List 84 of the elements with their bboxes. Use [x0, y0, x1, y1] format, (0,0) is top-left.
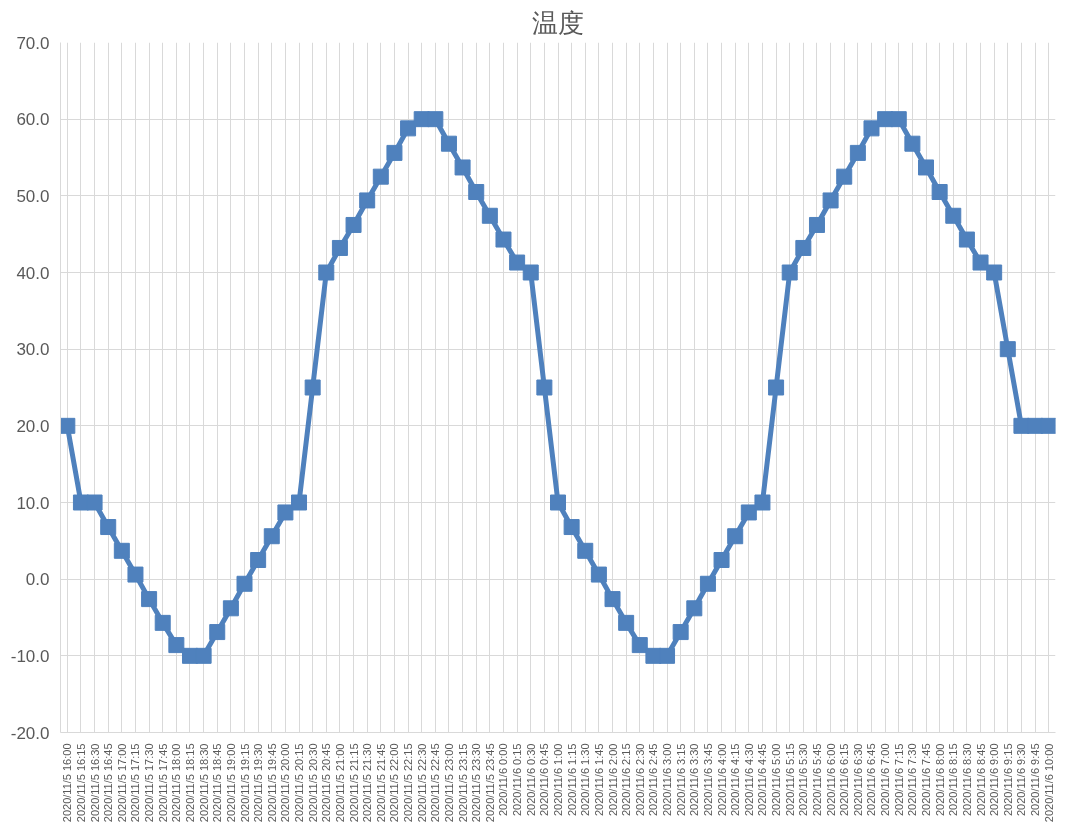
x-tick-label: 2020/11/6 4:15 — [729, 743, 742, 817]
x-tick-label: 2020/11/6 5:00 — [770, 743, 783, 817]
y-tick-label: 70.0 — [16, 33, 50, 53]
x-tick-label: 2020/11/6 1:00 — [552, 743, 564, 817]
x-tick-label: 2020/11/6 1:30 — [579, 743, 592, 817]
x-tick-label: 2020/11/6 9:45 — [1029, 743, 1042, 817]
x-tick-label: 2020/11/5 23:45 — [483, 743, 496, 823]
x-tick-label: 2020/11/6 3:15 — [674, 743, 687, 817]
x-tick-label: 2020/11/6 0:45 — [538, 743, 551, 817]
x-tick-label: 2020/11/6 5:15 — [783, 743, 796, 817]
x-tick-label: 2020/11/6 8:00 — [933, 743, 946, 817]
x-tick-label: 2020/11/5 16:45 — [102, 743, 115, 823]
x-tick-label: 2020/11/6 0:15 — [511, 743, 524, 817]
x-tick-label: 2020/11/6 8:45 — [974, 743, 987, 817]
y-tick-label: 60.0 — [16, 110, 50, 130]
x-tick-label: 2020/11/5 18:00 — [170, 743, 183, 823]
x-tick-label: 2020/11/5 19:15 — [238, 743, 251, 823]
x-tick-label: 2020/11/6 6:45 — [865, 743, 878, 817]
y-tick-label: 10.0 — [16, 493, 50, 513]
x-tick-label: 2020/11/6 10:00 — [1042, 743, 1055, 823]
x-tick-label: 2020/11/6 1:15 — [565, 743, 578, 817]
x-tick-label: 2020/11/6 5:45 — [810, 743, 823, 817]
x-tick-label: 2020/11/6 8:30 — [960, 743, 973, 817]
x-tick-label: 2020/11/5 17:00 — [115, 743, 128, 823]
x-tick-label: 2020/11/6 4:30 — [742, 743, 755, 817]
x-tick-label: 2020/11/6 3:30 — [688, 743, 701, 817]
x-tick-label: 2020/11/5 16:15 — [74, 743, 87, 823]
x-tick-label: 2020/11/5 19:45 — [265, 743, 278, 823]
chart-title: 温度 — [532, 7, 584, 38]
x-tick-label: 2020/11/5 18:15 — [183, 743, 196, 823]
x-tick-label: 2020/11/6 2:15 — [620, 743, 633, 817]
x-tick-label: 2020/11/5 20:00 — [279, 743, 292, 823]
x-tick-label: 2020/11/5 21:30 — [361, 743, 374, 823]
x-tick-label: 2020/11/5 23:00 — [442, 743, 455, 823]
x-tick-label: 2020/11/5 22:15 — [402, 743, 415, 823]
x-tick-label: 2020/11/6 2:30 — [633, 743, 646, 817]
x-tick-label: 2020/11/5 19:30 — [252, 743, 265, 823]
x-tick-label: 2020/11/5 16:00 — [61, 743, 74, 823]
x-tick-label: 2020/11/6 2:00 — [606, 743, 619, 817]
x-tick-label: 2020/11/5 21:15 — [347, 743, 360, 823]
y-tick-label: 20.0 — [16, 416, 50, 436]
y-tick-label: -10.0 — [10, 646, 50, 666]
x-tick-label: 2020/11/6 4:00 — [715, 743, 728, 817]
x-tick-label: 2020/11/5 17:15 — [129, 743, 142, 823]
x-tick-label: 2020/11/5 19:00 — [224, 743, 237, 823]
x-tick-label: 2020/11/6 7:30 — [906, 743, 919, 817]
x-tick-label: 2020/11/5 23:15 — [456, 743, 469, 823]
x-tick-label: 2020/11/5 23:30 — [470, 743, 483, 823]
x-tick-label: 2020/11/5 21:45 — [374, 743, 387, 823]
x-tick-label: 2020/11/6 0:00 — [497, 743, 510, 817]
x-tick-label: 2020/11/6 7:15 — [892, 743, 905, 817]
x-tick-label: 2020/11/5 22:45 — [429, 743, 442, 823]
x-tick-label: 2020/11/6 3:45 — [701, 743, 714, 817]
x-tick-label: 2020/11/6 6:00 — [824, 743, 837, 817]
x-tick-label: 2020/11/6 7:45 — [920, 743, 933, 817]
x-tick-label: 2020/11/6 9:30 — [1015, 743, 1028, 817]
x-tick-label: 2020/11/5 17:30 — [143, 743, 156, 823]
x-tick-label: 2020/11/6 8:15 — [947, 743, 960, 817]
x-tick-label: 2020/11/6 5:30 — [797, 743, 810, 817]
x-tick-label: 2020/11/6 7:00 — [879, 743, 892, 817]
x-tick-label: 2020/11/5 20:30 — [306, 743, 319, 823]
x-tick-label: 2020/11/5 22:30 — [415, 743, 428, 823]
x-tick-label: 2020/11/5 22:00 — [388, 743, 401, 823]
y-tick-label: 0.0 — [25, 570, 50, 590]
x-tick-label: 2020/11/6 2:45 — [647, 743, 660, 817]
x-tick-label: 2020/11/5 17:45 — [156, 743, 169, 823]
y-tick-label: 30.0 — [16, 340, 50, 360]
x-tick-label: 2020/11/6 9:00 — [988, 743, 1001, 817]
x-tick-label: 2020/11/5 20:15 — [293, 743, 306, 823]
x-tick-label: 2020/11/5 18:30 — [197, 743, 210, 823]
x-tick-label: 2020/11/6 0:30 — [524, 743, 537, 817]
x-tick-label: 2020/11/5 20:45 — [320, 743, 333, 823]
x-tick-label: 2020/11/6 9:15 — [1001, 743, 1014, 817]
x-tick-label: 2020/11/6 1:45 — [592, 743, 605, 817]
y-tick-label: -20.0 — [10, 723, 50, 743]
x-tick-label: 2020/11/6 4:45 — [756, 743, 769, 817]
x-tick-label: 2020/11/6 3:00 — [661, 743, 674, 817]
x-tick-label: 2020/11/6 6:30 — [851, 743, 864, 817]
x-tick-label: 2020/11/5 18:45 — [211, 743, 224, 823]
y-tick-label: 40.0 — [16, 263, 50, 283]
x-tick-label: 2020/11/5 21:00 — [333, 743, 346, 823]
x-tick-label: 2020/11/6 6:15 — [838, 743, 851, 817]
x-tick-label: 2020/11/5 16:30 — [88, 743, 101, 823]
y-tick-label: 50.0 — [16, 186, 50, 206]
